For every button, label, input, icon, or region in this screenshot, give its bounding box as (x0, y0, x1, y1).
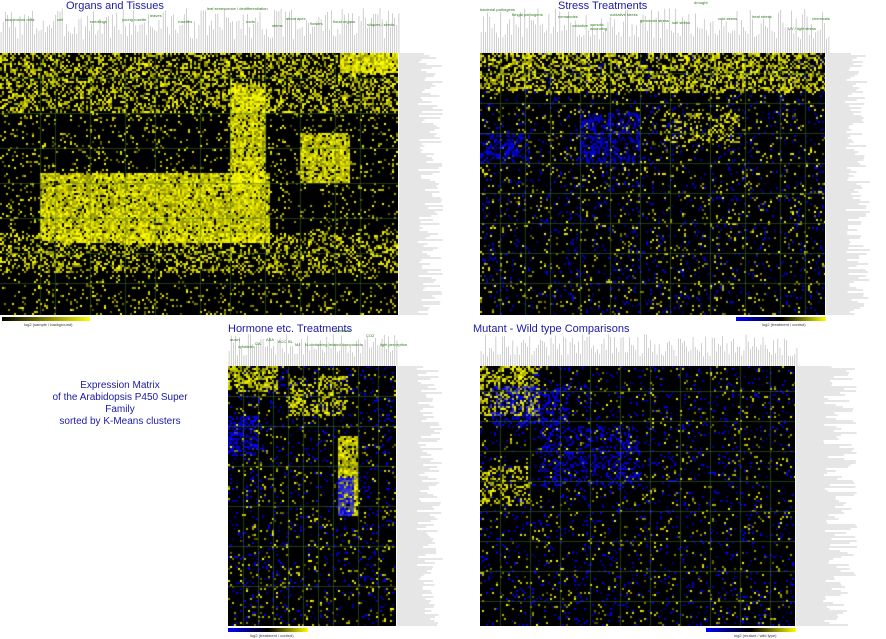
organs-heatmap[interactable] (0, 53, 398, 315)
caption-line-3: sorted by K-Means clusters (59, 416, 181, 427)
group-label: ACC (278, 339, 287, 344)
mutant-color-scale (706, 628, 796, 632)
caption-line-2: of the Arabidopsis P450 Super Family (52, 392, 188, 415)
group-label: shoot apex (286, 16, 306, 21)
organs-color-scale (2, 317, 90, 321)
organs-column-labels (0, 8, 400, 53)
group-label: leaf senescence / dedifferentiation (207, 6, 268, 11)
group-label: seedlings (90, 19, 107, 24)
group-label: siliques / seeds (367, 22, 395, 27)
group-label: auxin (230, 337, 240, 342)
group-label: nematodes (558, 14, 578, 19)
group-label: nutrients (335, 328, 351, 333)
group-label: cell (57, 17, 64, 22)
group-label: heat stress (752, 14, 772, 19)
hormone-color-scale (228, 628, 308, 632)
group-label: GA (255, 341, 261, 346)
group-label: ABA (266, 337, 275, 342)
group-label: light perception (380, 342, 408, 347)
stress-row-labels (826, 53, 870, 315)
caption-line-1: Expression Matrix (80, 380, 160, 391)
group-label: salt stress (672, 20, 691, 25)
group-label: floral organs (333, 19, 356, 24)
group-label: genotoxic stress (640, 18, 669, 23)
figure-caption: Expression Matrix of the Arabidopsis P45… (40, 380, 200, 428)
mutant-column-labels (480, 334, 798, 366)
group-label: cold stress (718, 16, 738, 21)
organs-scale-label: log2 (sample / background) (24, 322, 73, 327)
mutant-row-labels (796, 366, 858, 626)
group-label: young rosette (122, 17, 147, 22)
group-label: BL (288, 339, 293, 344)
group-label: roots (246, 19, 255, 24)
hormone-heatmap[interactable] (228, 366, 396, 626)
group-label: leaves (150, 13, 162, 18)
group-label: chemicals (812, 16, 830, 21)
group-label: suspension cells (5, 17, 35, 22)
hormone-column-labels (228, 334, 398, 366)
mutant-title: Mutant - Wild type Comparisons (473, 323, 630, 335)
stress-color-scale (736, 317, 826, 321)
stress-title: Stress Treatments (558, 0, 648, 12)
group-label: flowers (310, 21, 323, 26)
group-label: MJ (295, 342, 301, 347)
mutant-scale-label: log2 (mutant / wild type) (734, 633, 777, 638)
group-label: oxidative stress (610, 12, 638, 17)
group-label: UV / light stress (788, 26, 817, 31)
group-label: bacterial pathogens (480, 7, 515, 12)
organs-row-labels (399, 53, 443, 315)
mutant-heatmap[interactable] (480, 366, 795, 626)
group-label: fungal pathogens (512, 12, 543, 17)
group-label: stems (272, 23, 283, 28)
group-label: drought (694, 0, 708, 5)
group-label: oxidative (572, 23, 588, 28)
group-label: N-containing related compounds (305, 342, 363, 347)
group-label: cytokinin (238, 344, 254, 349)
group-label: wounding (590, 26, 608, 31)
stress-scale-label: log2 (treatment / control) (762, 322, 806, 327)
hormone-scale-label: log2 (treatment / control) (250, 633, 294, 638)
organs-title: Organs and Tissues (66, 0, 164, 12)
hormone-row-labels (397, 366, 443, 626)
hormone-title: Hormone etc. Treatments (228, 323, 353, 335)
group-label: osmotic (590, 22, 604, 27)
stress-heatmap[interactable] (480, 53, 825, 315)
group-label: rosettes (178, 19, 193, 24)
group-label: CO2 (366, 333, 375, 338)
stress-column-labels (480, 8, 830, 53)
